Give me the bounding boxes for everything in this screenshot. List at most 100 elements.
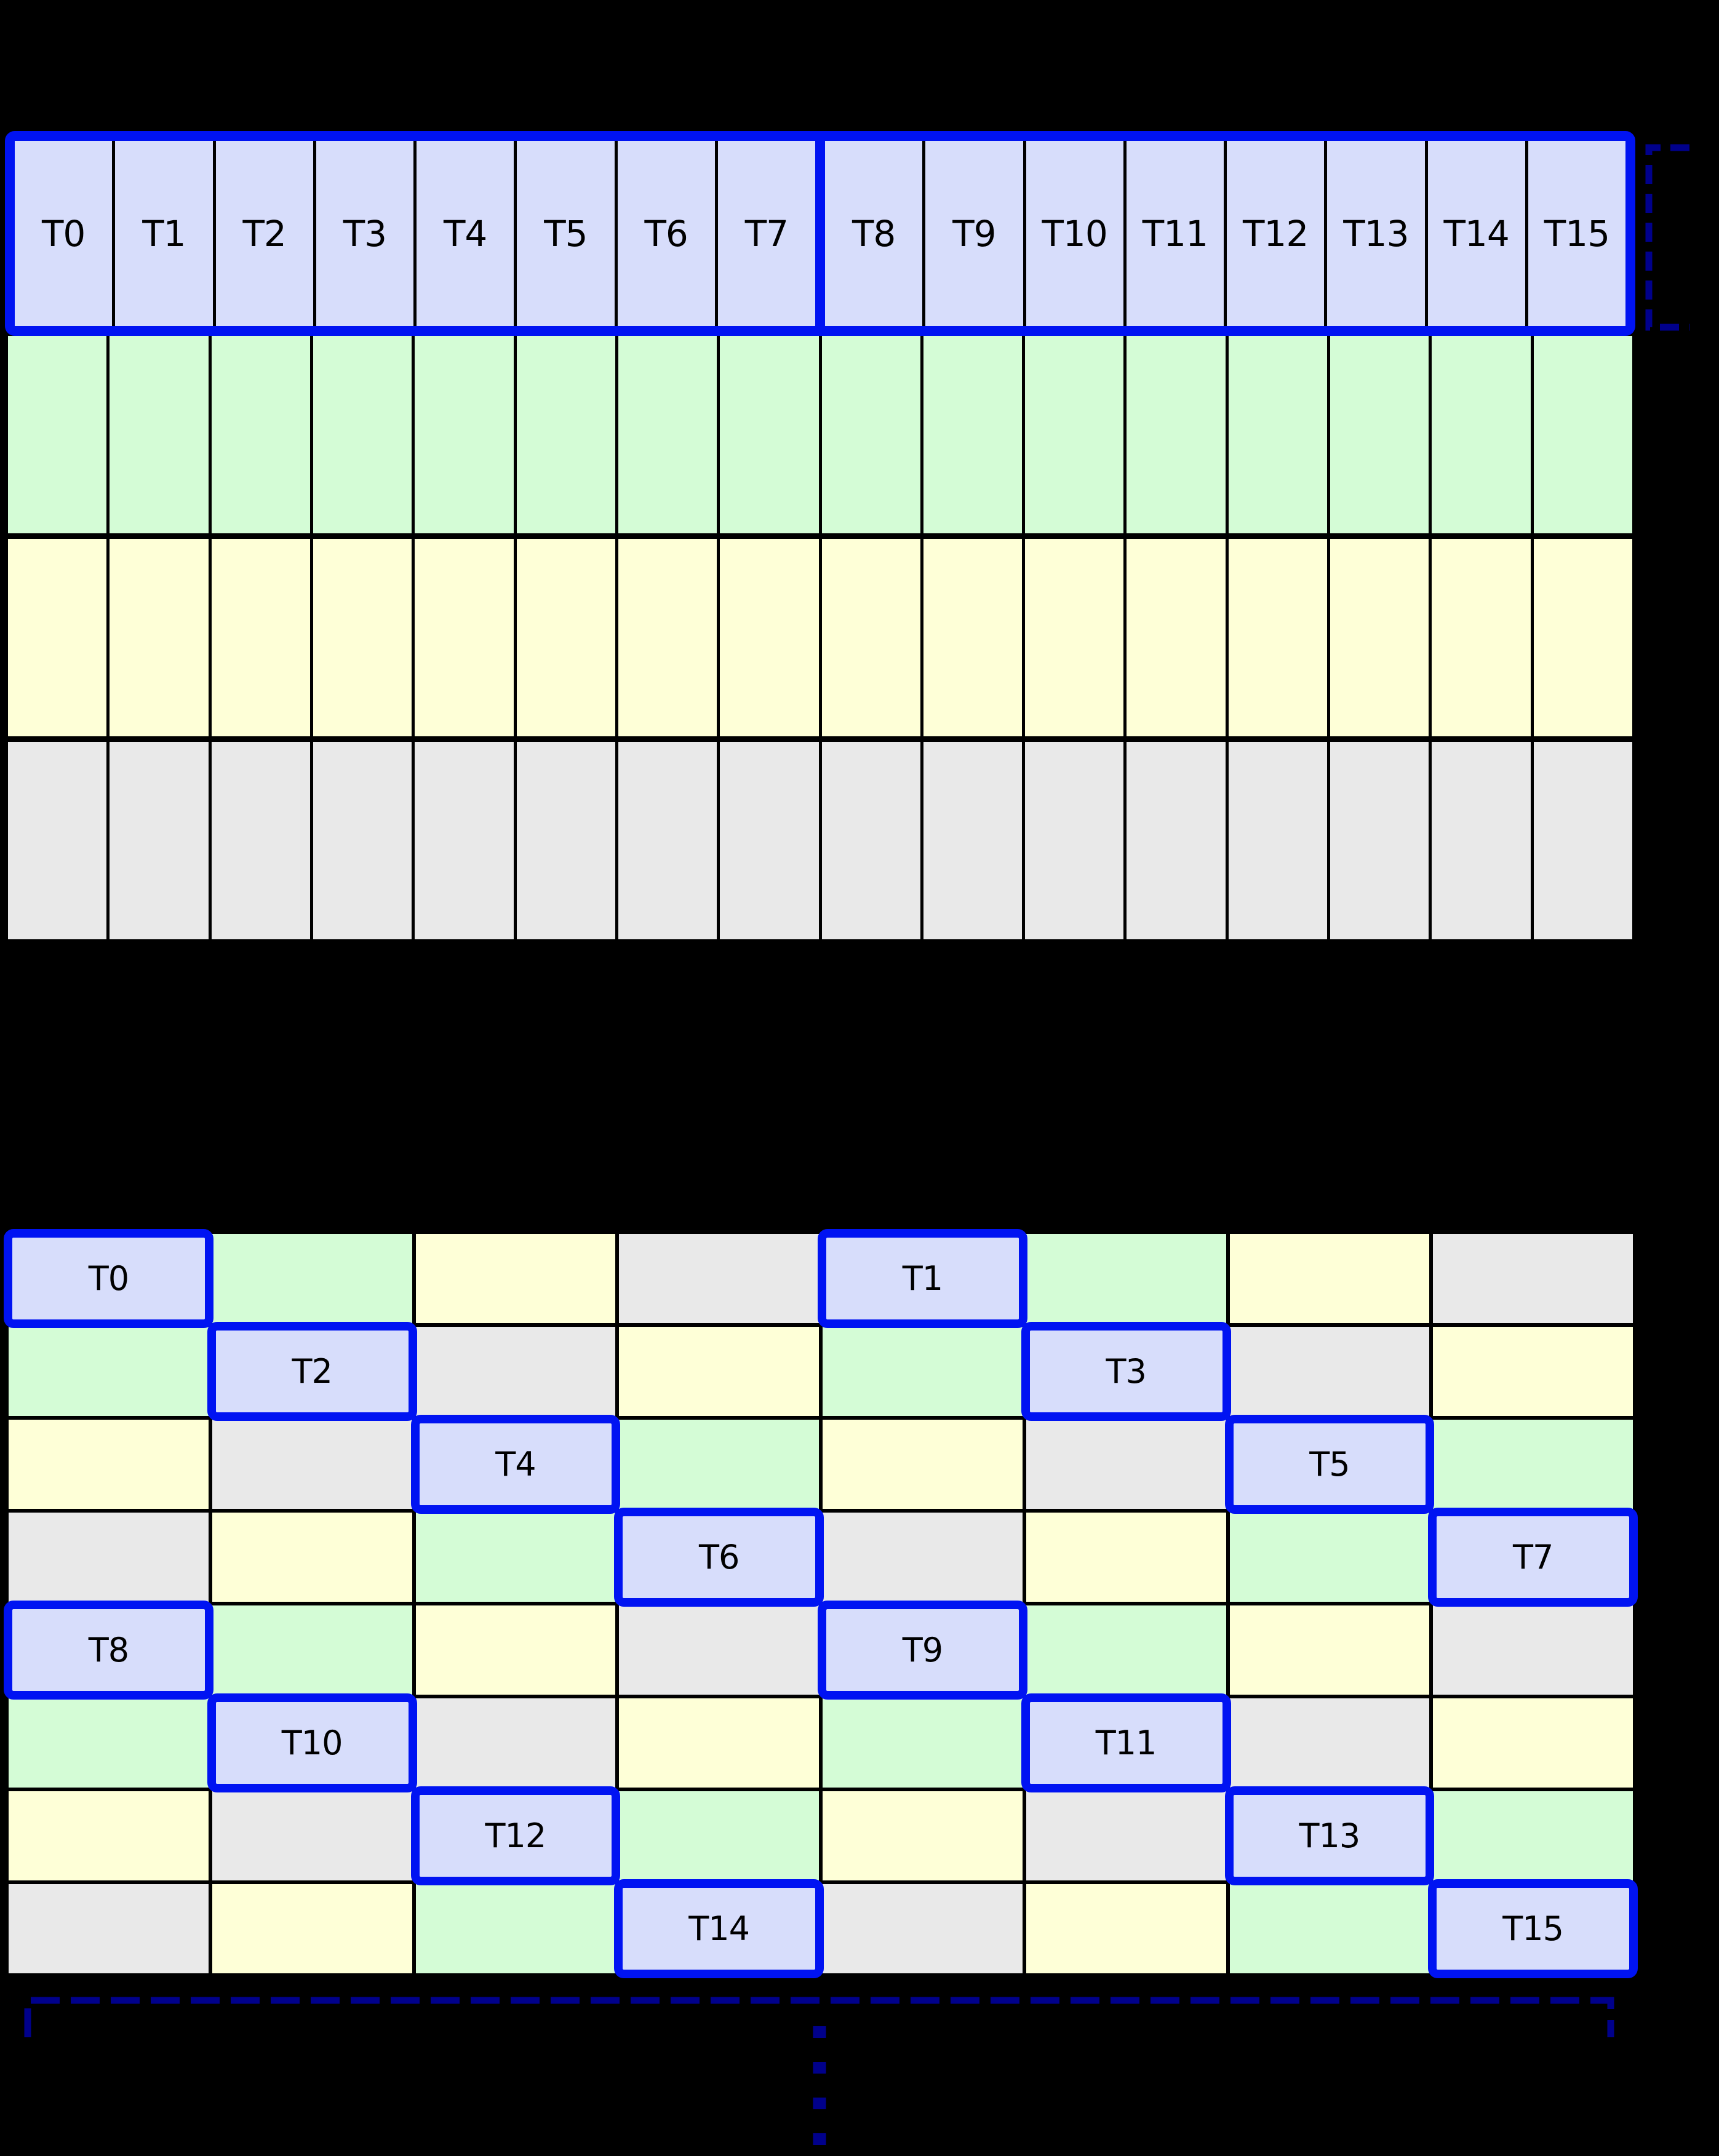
gray-word-cell: [1530, 742, 1635, 939]
thread-label: T10: [1042, 212, 1108, 255]
green-word-cell: [5, 336, 107, 533]
gray-word-cell: [412, 742, 514, 939]
thread-label: T4: [495, 1445, 536, 1484]
thread-cell-T14: T14: [614, 1879, 824, 1978]
yellow-word-cell: [106, 539, 209, 736]
gray-word-cell: [920, 742, 1023, 939]
gray-word-cell: [415, 1327, 616, 1416]
gray-word-cell: [1022, 742, 1124, 939]
gray-word-cell: [5, 742, 107, 939]
thread-label: T3: [1106, 1352, 1146, 1391]
yellow-word-cell: [615, 539, 717, 736]
green-word-cell: [106, 336, 209, 533]
green-word-cell: [823, 1698, 1023, 1788]
thread-label: T9: [952, 212, 996, 255]
bottom-memory-grid: T0 T1 T2 T3 T4 T5 T6 T7 T8 T9 T10 T11 T12 T13 T14 T15: [4, 1229, 1638, 1978]
yellow-word-cell: [9, 1420, 209, 1509]
green-word-cell: [1433, 1791, 1633, 1880]
gray-word-cell: [823, 1884, 1023, 1973]
gray-word-cell: [1429, 742, 1531, 939]
thread-label: T4: [443, 212, 487, 255]
top-grid-row-yellow: [5, 539, 1635, 742]
gray-word-cell: [619, 1605, 819, 1695]
green-word-cell: [1530, 336, 1635, 533]
yellow-word-cell: [1530, 539, 1635, 736]
green-word-cell: [208, 336, 310, 533]
thread-cell-T7: T7: [717, 141, 825, 326]
gray-word-cell: [615, 742, 717, 939]
yellow-word-cell: [208, 539, 310, 736]
yellow-word-cell: [818, 539, 920, 736]
green-word-cell: [9, 1698, 209, 1788]
yellow-word-cell: [1229, 1605, 1430, 1695]
green-word-cell: [615, 336, 717, 533]
yellow-word-cell: [1026, 1884, 1226, 1973]
thread-cell-T4: T4: [417, 141, 517, 326]
yellow-word-cell: [415, 1605, 616, 1695]
thread-cell-T0: T0: [15, 141, 116, 326]
gray-word-cell: [1225, 742, 1328, 939]
yellow-word-cell: [717, 539, 819, 736]
thread-cell-T7: T7: [1428, 1508, 1638, 1607]
thread-label: T0: [88, 1259, 129, 1298]
thread-cell-T6: T6: [617, 141, 718, 326]
thread-label: T1: [902, 1259, 943, 1298]
thread-label: T8: [852, 212, 896, 255]
yellow-word-cell: [1229, 1234, 1430, 1323]
green-word-cell: [619, 1791, 819, 1880]
thread-label: T3: [343, 212, 387, 255]
green-word-cell: [309, 336, 412, 533]
thread-label: T7: [744, 212, 789, 255]
top-grid-row-green: [5, 336, 1635, 539]
thread-cell-T8: T8: [4, 1601, 213, 1700]
gray-word-cell: [212, 1420, 412, 1509]
thread-label: T11: [1095, 1724, 1157, 1762]
top-memory-grid: T0 T1 T2 T3 T4 T5 T6 T7 T8 T9 T10 T11 T12 T13 T14 T15: [5, 131, 1635, 945]
gray-word-cell: [415, 1698, 616, 1788]
yellow-word-cell: [1433, 1327, 1633, 1416]
thread-cell-T3: T3: [316, 141, 417, 326]
gray-word-cell: [1229, 1698, 1430, 1788]
gray-word-cell: [1229, 1327, 1430, 1416]
green-word-cell: [920, 336, 1023, 533]
thread-cell-T1: T1: [818, 1229, 1027, 1328]
thread-cell-T15: T15: [1428, 1879, 1638, 1978]
thread-cell-T13: T13: [1224, 1786, 1435, 1885]
yellow-word-cell: [1022, 539, 1124, 736]
thread-cell-T2: T2: [215, 141, 316, 326]
yellow-word-cell: [412, 539, 514, 736]
gray-word-cell: [1433, 1605, 1633, 1695]
yellow-word-cell: [415, 1234, 616, 1323]
thread-label: T13: [1299, 1816, 1361, 1855]
gray-word-cell: [309, 742, 412, 939]
thread-cell-T10: T10: [207, 1693, 417, 1792]
yellow-word-cell: [5, 539, 107, 736]
gray-word-cell: [717, 742, 819, 939]
thread-label: T15: [1544, 212, 1610, 255]
green-word-cell: [818, 336, 920, 533]
thread-cell-T10: T10: [1026, 141, 1127, 326]
thread-cell-T11: T11: [1021, 1693, 1231, 1792]
yellow-word-cell: [1429, 539, 1531, 736]
gray-word-cell: [1123, 742, 1226, 939]
thread-cell-T14: T14: [1427, 141, 1528, 326]
yellow-word-cell: [619, 1327, 819, 1416]
yellow-word-cell: [1225, 539, 1328, 736]
top-grid-data-rows: [5, 336, 1635, 945]
yellow-word-cell: [823, 1791, 1023, 1880]
thread-cell-T11: T11: [1126, 141, 1227, 326]
thread-label: T6: [644, 212, 688, 255]
green-word-cell: [415, 1884, 616, 1973]
gray-word-cell: [9, 1884, 209, 1973]
thread-label: T9: [902, 1631, 943, 1669]
thread-label: T13: [1343, 212, 1409, 255]
yellow-word-cell: [1123, 539, 1226, 736]
green-word-cell: [823, 1327, 1023, 1416]
thread-label: T15: [1502, 1909, 1564, 1948]
yellow-word-cell: [1327, 539, 1429, 736]
gray-word-cell: [818, 742, 920, 939]
thread-cell-T6: T6: [614, 1508, 824, 1607]
thread-label: T12: [1243, 212, 1309, 255]
green-word-cell: [717, 336, 819, 533]
gray-word-cell: [212, 1791, 412, 1880]
